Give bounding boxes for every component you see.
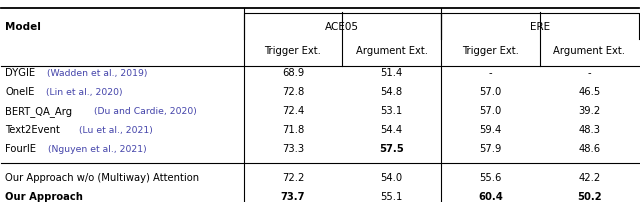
Text: Argument Ext.: Argument Ext.: [553, 46, 625, 56]
Text: 42.2: 42.2: [578, 173, 600, 183]
Text: 68.9: 68.9: [282, 68, 304, 78]
Text: 57.0: 57.0: [479, 106, 502, 116]
Text: (Lu et al., 2021): (Lu et al., 2021): [76, 126, 152, 135]
Text: 54.0: 54.0: [381, 173, 403, 183]
Text: DYGIE: DYGIE: [5, 68, 35, 78]
Text: 71.8: 71.8: [282, 125, 304, 135]
Text: 55.6: 55.6: [479, 173, 502, 183]
Text: 51.4: 51.4: [381, 68, 403, 78]
Text: OneIE: OneIE: [5, 87, 35, 97]
Text: 46.5: 46.5: [578, 87, 600, 97]
Text: -: -: [489, 68, 492, 78]
Text: Trigger Ext.: Trigger Ext.: [264, 46, 321, 56]
Text: 72.4: 72.4: [282, 106, 304, 116]
Text: (Du and Cardie, 2020): (Du and Cardie, 2020): [92, 107, 197, 116]
Text: Text2Event: Text2Event: [5, 125, 60, 135]
Text: (Lin et al., 2020): (Lin et al., 2020): [43, 88, 122, 97]
Text: 55.1: 55.1: [381, 192, 403, 202]
Text: Our Approach w/o (Multiway) Attention: Our Approach w/o (Multiway) Attention: [5, 173, 199, 183]
Text: 57.5: 57.5: [380, 144, 404, 154]
Text: 50.2: 50.2: [577, 192, 602, 202]
Text: 59.4: 59.4: [479, 125, 502, 135]
Text: 72.8: 72.8: [282, 87, 304, 97]
Text: ACE05: ACE05: [325, 22, 359, 32]
Text: 73.7: 73.7: [281, 192, 305, 202]
Text: 54.8: 54.8: [381, 87, 403, 97]
Text: -: -: [588, 68, 591, 78]
Text: 53.1: 53.1: [381, 106, 403, 116]
Text: 39.2: 39.2: [578, 106, 600, 116]
Text: 48.6: 48.6: [578, 144, 600, 154]
Text: 60.4: 60.4: [478, 192, 503, 202]
Text: 73.3: 73.3: [282, 144, 304, 154]
Text: (Nguyen et al., 2021): (Nguyen et al., 2021): [45, 145, 147, 154]
Text: 48.3: 48.3: [578, 125, 600, 135]
Text: 72.2: 72.2: [282, 173, 304, 183]
Text: 57.0: 57.0: [479, 87, 502, 97]
Text: BERT_QA_Arg: BERT_QA_Arg: [5, 106, 72, 117]
Text: (Wadden et al., 2019): (Wadden et al., 2019): [44, 69, 147, 78]
Text: Model: Model: [5, 22, 41, 32]
Text: Our Approach: Our Approach: [5, 192, 83, 202]
Text: 54.4: 54.4: [381, 125, 403, 135]
Text: Trigger Ext.: Trigger Ext.: [462, 46, 519, 56]
Text: Argument Ext.: Argument Ext.: [356, 46, 428, 56]
Text: ERE: ERE: [530, 22, 550, 32]
Text: 57.9: 57.9: [479, 144, 502, 154]
Text: FourIE: FourIE: [5, 144, 36, 154]
